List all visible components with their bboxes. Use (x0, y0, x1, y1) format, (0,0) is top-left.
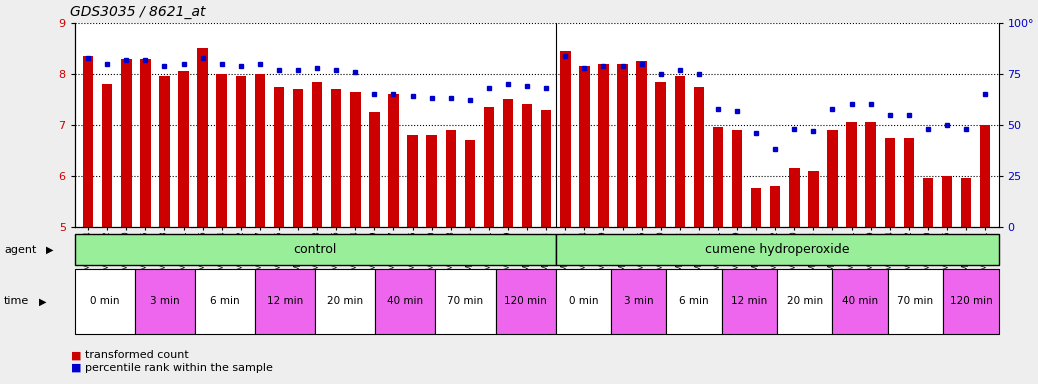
Bar (331, 89, 342, 227)
Bar (980, 125, 990, 227)
Bar (721, 269, 777, 334)
Bar (789, 168, 799, 227)
Bar (495, 269, 555, 334)
Bar (541, 109, 551, 227)
Bar (598, 64, 608, 227)
Bar (961, 178, 972, 227)
Bar (179, 71, 189, 227)
Bar (866, 122, 876, 227)
Text: 12 min: 12 min (267, 296, 303, 306)
Bar (941, 176, 952, 227)
Text: control: control (294, 243, 337, 256)
Bar (750, 189, 762, 227)
Bar (159, 76, 169, 227)
Text: 6 min: 6 min (679, 296, 709, 306)
Bar (827, 130, 838, 227)
Bar (83, 56, 93, 227)
Bar (445, 130, 456, 227)
Bar (407, 135, 418, 227)
Bar (350, 92, 360, 227)
Text: 120 min: 120 min (504, 296, 547, 306)
Text: 12 min: 12 min (732, 296, 767, 306)
Text: ■: ■ (71, 363, 81, 373)
Bar (904, 137, 914, 227)
Bar (427, 135, 437, 227)
Bar (655, 81, 666, 227)
Text: 20 min: 20 min (787, 296, 823, 306)
Text: GDS3035 / 8621_at: GDS3035 / 8621_at (70, 5, 206, 19)
Text: 20 min: 20 min (327, 296, 363, 306)
Text: 0 min: 0 min (569, 296, 598, 306)
Bar (376, 269, 436, 334)
Bar (636, 61, 647, 227)
Bar (846, 122, 856, 227)
Text: percentile rank within the sample: percentile rank within the sample (85, 363, 273, 373)
Bar (311, 81, 323, 227)
Bar (618, 64, 628, 227)
Text: ▶: ▶ (39, 296, 47, 306)
Bar (675, 76, 685, 227)
Bar (923, 178, 933, 227)
Text: 120 min: 120 min (950, 296, 992, 306)
Bar (611, 269, 666, 334)
Bar (274, 87, 284, 227)
Bar (713, 127, 723, 227)
Bar (884, 137, 895, 227)
Bar (388, 94, 399, 227)
Bar (254, 74, 265, 227)
Bar (732, 130, 742, 227)
Bar (293, 89, 303, 227)
Text: 70 min: 70 min (898, 296, 933, 306)
Text: 40 min: 40 min (842, 296, 878, 306)
Bar (522, 104, 532, 227)
Bar (255, 269, 316, 334)
Text: 3 min: 3 min (151, 296, 180, 306)
Text: 70 min: 70 min (447, 296, 484, 306)
Bar (75, 269, 135, 334)
Bar (777, 269, 832, 334)
Bar (944, 269, 999, 334)
Bar (370, 112, 380, 227)
Bar (832, 269, 887, 334)
Bar (140, 59, 151, 227)
Bar (770, 186, 781, 227)
Bar (75, 234, 555, 265)
Bar (809, 170, 819, 227)
Bar (316, 269, 376, 334)
Bar (436, 269, 495, 334)
Bar (484, 107, 494, 227)
Text: ▶: ▶ (46, 245, 53, 255)
Text: ■: ■ (71, 350, 81, 360)
Bar (555, 269, 611, 334)
Bar (555, 234, 999, 265)
Bar (217, 74, 227, 227)
Text: 0 min: 0 min (90, 296, 119, 306)
Text: agent: agent (4, 245, 36, 255)
Bar (887, 269, 944, 334)
Bar (465, 140, 475, 227)
Bar (102, 84, 112, 227)
Text: 3 min: 3 min (624, 296, 654, 306)
Bar (666, 269, 721, 334)
Text: 40 min: 40 min (387, 296, 424, 306)
Bar (197, 48, 208, 227)
Text: transformed count: transformed count (85, 350, 189, 360)
Text: time: time (4, 296, 29, 306)
Bar (195, 269, 255, 334)
Bar (236, 76, 246, 227)
Text: cumene hydroperoxide: cumene hydroperoxide (705, 243, 849, 256)
Bar (121, 59, 132, 227)
Text: 6 min: 6 min (211, 296, 240, 306)
Bar (561, 51, 571, 227)
Bar (135, 269, 195, 334)
Bar (579, 66, 590, 227)
Bar (502, 99, 513, 227)
Bar (693, 87, 704, 227)
